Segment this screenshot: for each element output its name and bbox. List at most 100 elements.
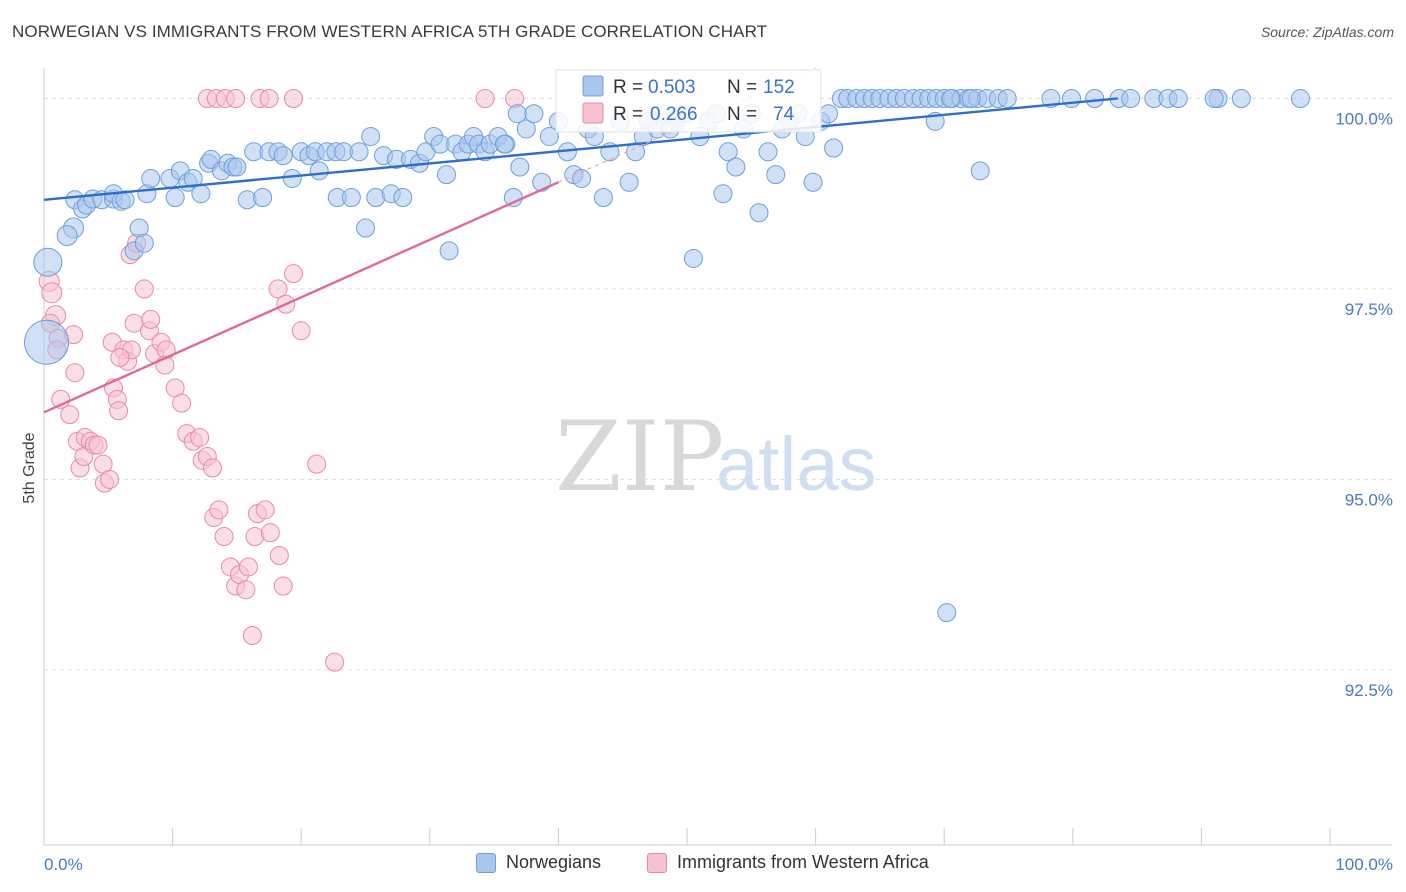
norwegian-point xyxy=(970,161,990,181)
legend-blue-n-label: N = xyxy=(727,77,757,98)
source-label: Source: ZipAtlas.com xyxy=(1260,24,1394,40)
legend-blue-r-value: 0.503 xyxy=(648,77,696,98)
y-tick-label: 97.5% xyxy=(1345,300,1393,319)
series-legend: Norwegians Immigrants from Western Afric… xyxy=(0,852,1406,878)
norwegian-point xyxy=(713,184,733,204)
norwegian-point xyxy=(191,184,211,204)
immigrant-point xyxy=(291,321,311,341)
immigrant-point xyxy=(259,88,279,108)
norwegian-point xyxy=(56,225,78,247)
y-tick-label: 95.0% xyxy=(1345,490,1393,509)
norwegian-point xyxy=(33,247,63,277)
norwegian-point xyxy=(961,88,981,108)
legend-immigrants[interactable]: Immigrants from Western Africa xyxy=(647,852,929,873)
norwegian-point xyxy=(824,138,844,158)
norwegian-point xyxy=(341,188,361,207)
norwegians-trend-line xyxy=(43,97,1118,201)
legend-norwegians[interactable]: Norwegians xyxy=(476,852,601,873)
norwegian-point xyxy=(356,218,375,238)
immigrant-point xyxy=(172,393,192,413)
immigrant-point xyxy=(214,526,234,546)
immigrants-swatch xyxy=(647,852,667,873)
immigrant-point xyxy=(202,458,222,478)
immigrant-point xyxy=(41,282,63,304)
norwegian-point xyxy=(1062,88,1082,108)
immigrant-point xyxy=(268,279,288,299)
legend-pink-swatch xyxy=(582,102,604,124)
norwegian-point xyxy=(937,603,957,623)
immigrants-trend-line xyxy=(43,181,559,414)
norwegian-point xyxy=(726,157,746,177)
immigrant-point xyxy=(209,500,229,520)
y-tick-label: 92.5% xyxy=(1345,681,1393,700)
y-tick-labels: 100.0% 97.5% 95.0% 92.5% xyxy=(1335,109,1393,699)
norwegian-point xyxy=(1231,88,1251,108)
norwegian-point xyxy=(349,142,369,162)
norwegian-point xyxy=(941,88,961,108)
immigrant-point xyxy=(88,435,108,455)
norwegian-point xyxy=(539,127,559,147)
norwegian-point xyxy=(227,157,247,177)
immigrant-point xyxy=(110,347,130,367)
norwegian-point xyxy=(683,248,703,268)
immigrant-point xyxy=(475,88,495,108)
immigrant-point xyxy=(60,405,80,425)
legend-pink-r-value: 0.266 xyxy=(650,104,698,125)
norwegian-point xyxy=(183,168,203,188)
legend-pink-n-value: 74 xyxy=(773,104,795,125)
norwegian-point xyxy=(524,104,544,124)
norwegians-swatch xyxy=(476,852,496,873)
norwegian-point xyxy=(503,188,523,207)
norwegian-point xyxy=(758,142,778,162)
immigrant-point xyxy=(141,309,161,329)
norwegian-point xyxy=(141,168,161,188)
norwegian-point xyxy=(1041,88,1061,108)
legend-blue-r-label: R = xyxy=(613,77,643,98)
norwegian-point xyxy=(516,119,536,139)
x-tick-label-max: 100.0% xyxy=(1335,855,1393,874)
norwegian-point xyxy=(439,241,459,261)
legend-blue-n-value: 152 xyxy=(763,77,795,98)
immigrant-point xyxy=(307,454,327,474)
immigrant-point xyxy=(325,652,345,672)
norwegian-point xyxy=(803,172,823,192)
norwegian-point xyxy=(1121,88,1141,108)
watermark-atlas: atlas xyxy=(716,422,877,507)
norwegian-point xyxy=(749,203,769,223)
immigrant-point xyxy=(255,500,275,520)
norwegian-point xyxy=(619,172,639,192)
x-tick-label-min: 0.0% xyxy=(44,855,83,874)
legend-norwegians-label: Norwegians xyxy=(506,852,602,872)
y-axis-label: 5th Grade xyxy=(21,432,38,503)
y-tick-label: 100.0% xyxy=(1335,109,1393,128)
norwegian-point xyxy=(1290,88,1310,108)
immigrant-point xyxy=(65,363,85,383)
norwegian-point xyxy=(273,146,293,166)
norwegian-point xyxy=(494,134,514,154)
norwegian-point xyxy=(593,188,613,207)
stats-legend: R = 0.503 N = 152 R = 0.266 N = 74 xyxy=(555,69,822,133)
norwegian-point xyxy=(1204,88,1224,108)
norwegian-point xyxy=(437,165,457,185)
immigrant-point xyxy=(238,557,258,577)
immigrant-point xyxy=(283,264,303,284)
immigrant-point xyxy=(134,279,154,299)
norwegian-point xyxy=(766,165,786,185)
legend-pink-r-label: R = xyxy=(613,104,643,125)
norwegian-point xyxy=(510,157,530,177)
immigrant-point xyxy=(100,469,120,489)
watermark: ZIP atlas xyxy=(555,401,877,513)
norwegian-point xyxy=(24,319,70,365)
immigrant-point xyxy=(260,523,280,543)
norwegian-point xyxy=(1085,88,1105,108)
immigrant-point xyxy=(283,88,303,108)
chart-title: NORWEGIAN VS IMMIGRANTS FROM WESTERN AFR… xyxy=(12,22,768,41)
norwegian-point xyxy=(393,188,413,207)
immigrant-point xyxy=(109,401,129,421)
norwegian-point xyxy=(115,190,135,210)
watermark-zip: ZIP xyxy=(555,401,724,513)
norwegian-point xyxy=(309,161,329,181)
norwegian-point xyxy=(165,188,185,207)
immigrant-point xyxy=(269,546,289,566)
